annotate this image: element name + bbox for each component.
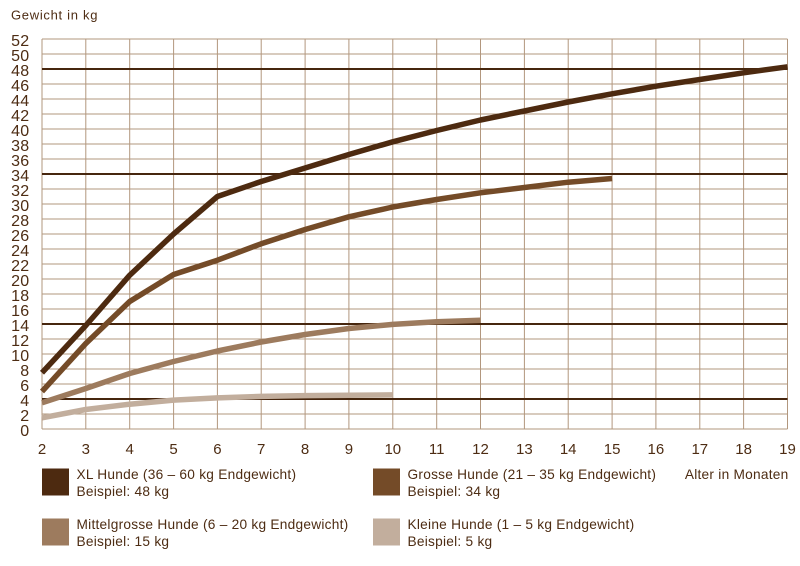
svg-text:19: 19 (779, 441, 796, 458)
svg-text:16: 16 (648, 441, 665, 458)
svg-text:12: 12 (472, 441, 489, 458)
svg-text:2: 2 (38, 441, 46, 458)
svg-text:12: 12 (11, 333, 29, 350)
svg-text:22: 22 (11, 258, 29, 275)
svg-text:11: 11 (429, 441, 445, 458)
svg-text:8: 8 (20, 363, 29, 380)
svg-text:13: 13 (516, 441, 533, 458)
svg-text:32: 32 (11, 183, 29, 200)
svg-text:10: 10 (384, 441, 401, 458)
svg-text:42: 42 (11, 108, 29, 125)
svg-text:40: 40 (11, 123, 29, 140)
svg-text:26: 26 (11, 228, 29, 245)
svg-text:Grosse Hunde (21 – 35 kg Endge: Grosse Hunde (21 – 35 kg Endgewicht) (408, 467, 657, 482)
svg-text:XL Hunde (36 – 60 kg Endgewich: XL Hunde (36 – 60 kg Endgewicht) (77, 467, 297, 482)
svg-text:38: 38 (11, 138, 29, 155)
svg-text:48: 48 (11, 63, 29, 80)
svg-text:Beispiel: 48 kg: Beispiel: 48 kg (77, 484, 170, 499)
svg-text:30: 30 (11, 198, 29, 215)
svg-text:50: 50 (11, 48, 29, 65)
svg-text:3: 3 (82, 441, 90, 458)
svg-text:Alter in Monaten: Alter in Monaten (685, 467, 789, 482)
svg-text:4: 4 (20, 393, 29, 410)
svg-text:15: 15 (604, 441, 621, 458)
svg-text:Beispiel: 34 kg: Beispiel: 34 kg (408, 484, 501, 499)
svg-text:24: 24 (11, 243, 29, 260)
svg-text:4: 4 (126, 441, 134, 458)
svg-text:14: 14 (11, 318, 29, 335)
svg-text:Mittelgrosse Hunde (6 – 20 kg: Mittelgrosse Hunde (6 – 20 kg Endgewicht… (77, 517, 349, 532)
svg-text:14: 14 (560, 441, 577, 458)
svg-text:18: 18 (11, 288, 29, 305)
svg-text:0: 0 (20, 423, 29, 440)
svg-text:18: 18 (735, 441, 752, 458)
svg-text:Beispiel: 15 kg: Beispiel: 15 kg (77, 534, 170, 549)
svg-text:Beispiel: 5 kg: Beispiel: 5 kg (408, 534, 493, 549)
svg-text:8: 8 (301, 441, 309, 458)
svg-text:20: 20 (11, 273, 29, 290)
svg-text:7: 7 (257, 441, 265, 458)
svg-text:9: 9 (345, 441, 353, 458)
svg-text:2: 2 (20, 408, 29, 425)
svg-text:Gewicht in kg: Gewicht in kg (11, 8, 98, 23)
svg-text:16: 16 (11, 303, 29, 320)
svg-text:6: 6 (20, 378, 29, 395)
svg-text:46: 46 (11, 78, 29, 95)
svg-text:6: 6 (213, 441, 221, 458)
svg-text:44: 44 (11, 93, 29, 110)
svg-text:10: 10 (11, 348, 29, 365)
svg-text:28: 28 (11, 213, 29, 230)
svg-text:5: 5 (169, 441, 177, 458)
svg-text:34: 34 (11, 168, 29, 185)
svg-text:36: 36 (11, 153, 29, 170)
svg-text:52: 52 (11, 33, 29, 50)
svg-text:17: 17 (691, 441, 708, 458)
svg-text:Kleine Hunde (1 – 5 kg Endgewi: Kleine Hunde (1 – 5 kg Endgewicht) (408, 517, 635, 532)
